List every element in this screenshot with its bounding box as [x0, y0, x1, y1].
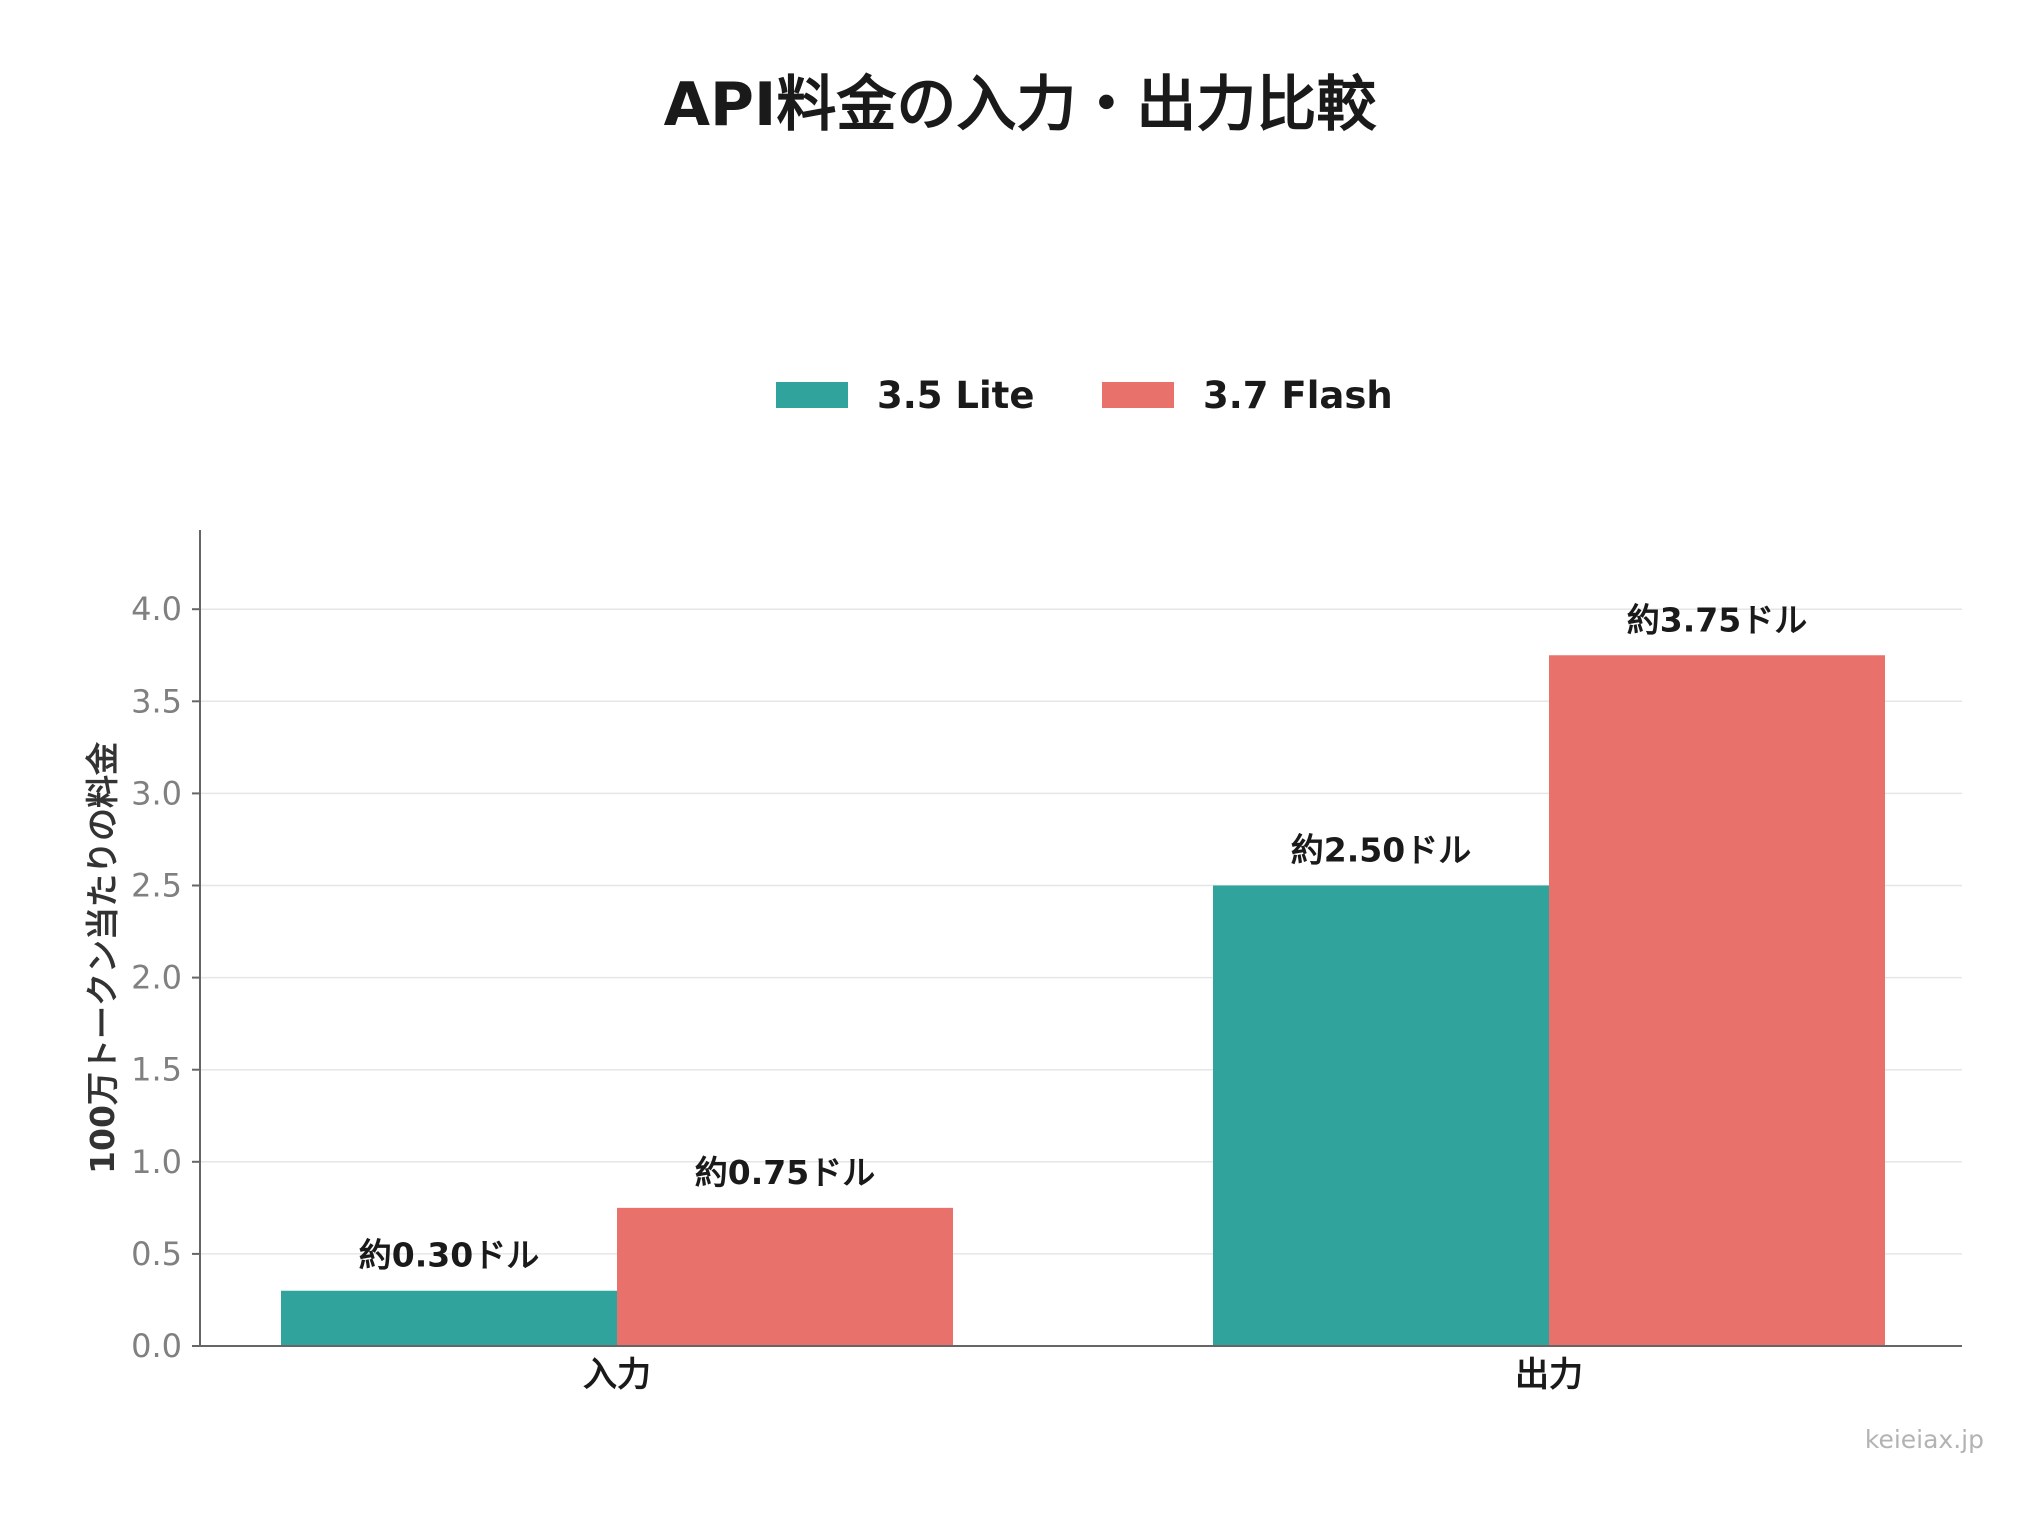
bar-value-label: 約2.50ドル [1291, 831, 1471, 870]
legend-label-lite: 3.5 Lite [877, 374, 1034, 417]
y-tick-label: 0.5 [131, 1235, 182, 1273]
legend-label-flash: 3.7 Flash [1203, 374, 1393, 417]
y-tick-label: 3.0 [131, 774, 182, 812]
y-tick-label: 0.0 [131, 1327, 182, 1365]
bar-value-label: 約0.75ドル [695, 1153, 875, 1192]
bar-lite-0 [281, 1290, 617, 1346]
bar-flash-0 [617, 1207, 953, 1346]
y-ticks: 0.0 0.5 1.0 1.5 2.0 2.5 3.0 3.5 4.0 [131, 590, 200, 1365]
legend-swatch-flash [1102, 382, 1174, 408]
category-label-output: 出力 [1515, 1355, 1583, 1395]
y-tick-label: 1.5 [131, 1051, 182, 1089]
bar-labels: 約0.30ドル 約0.75ドル 約2.50ドル 約3.75ドル [359, 600, 1807, 1274]
bar-lite-1 [1213, 885, 1549, 1346]
y-tick-label: 2.5 [131, 867, 182, 905]
chart-title: API料金の入力・出力比較 [664, 70, 1378, 140]
bars [281, 655, 1885, 1346]
bar-value-label: 約3.75ドル [1627, 600, 1807, 639]
y-tick-label: 2.0 [131, 959, 182, 997]
bar-flash-1 [1549, 655, 1885, 1346]
watermark: keieiax.jp [1865, 1425, 1984, 1454]
legend: 3.5 Lite 3.7 Flash [776, 374, 1393, 417]
y-tick-label: 1.0 [131, 1143, 182, 1181]
gridlines [200, 608, 1962, 1255]
y-tick-label: 3.5 [131, 682, 182, 720]
category-label-input: 入力 [583, 1355, 651, 1395]
legend-swatch-lite [776, 382, 848, 408]
y-tick-label: 4.0 [131, 590, 182, 628]
bar-value-label: 約0.30ドル [359, 1236, 539, 1275]
y-axis-label: 100万トークン当たりの料金 [83, 741, 122, 1174]
